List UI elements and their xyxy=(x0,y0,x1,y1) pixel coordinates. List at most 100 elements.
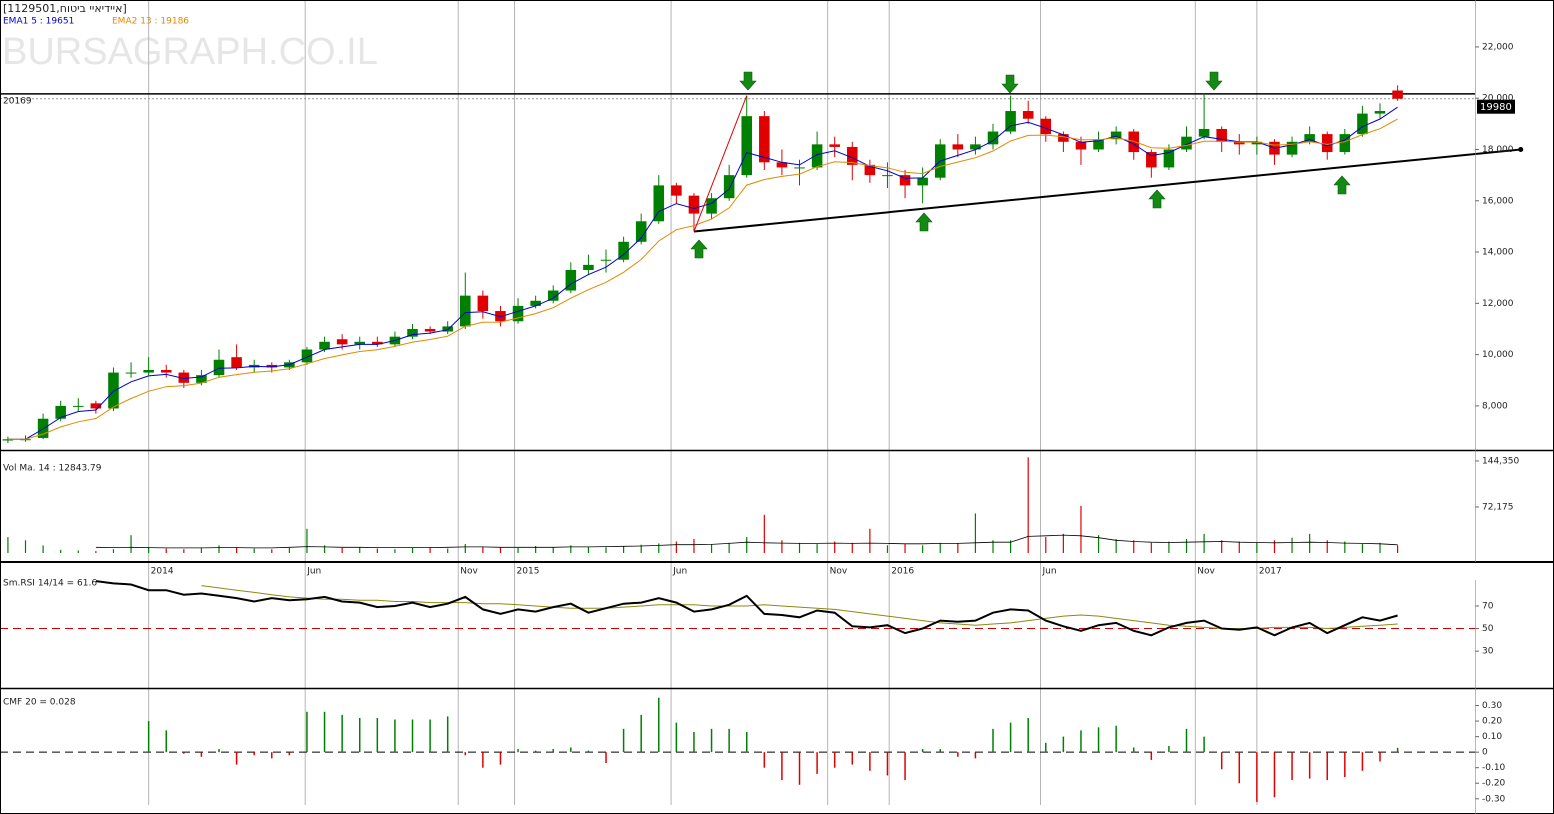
candle-body xyxy=(73,405,84,407)
x-tick-label: Nov xyxy=(460,567,478,577)
x-tick-label: Jun xyxy=(672,567,687,577)
marks xyxy=(0,85,1524,802)
y-tick-label: 0 xyxy=(1482,748,1488,758)
panel-title: CMF 20 = 0.028 xyxy=(3,698,76,708)
y-tick-label: 8,000 xyxy=(1482,401,1508,411)
candle-body xyxy=(1339,134,1351,153)
down-arrow xyxy=(739,71,757,91)
watermark: BURSAGRAPH.CO.IL xyxy=(2,31,378,73)
ema-line xyxy=(7,106,1398,440)
candle-body xyxy=(1392,90,1403,99)
y-tick-label: 144,350 xyxy=(1482,456,1519,466)
candle-body xyxy=(1163,149,1175,168)
trend-end xyxy=(1518,146,1524,152)
candle-body xyxy=(1022,111,1034,119)
candle-body xyxy=(864,164,876,176)
candle-body xyxy=(20,439,31,441)
candle-body xyxy=(1304,134,1315,142)
candle-body xyxy=(653,185,665,222)
y-tick-label: -0.10 xyxy=(1482,763,1506,773)
candle-body xyxy=(1198,128,1210,137)
candle-body xyxy=(530,300,541,306)
candle-body xyxy=(952,144,964,150)
candle-body xyxy=(1181,136,1192,150)
candle-body xyxy=(600,259,612,261)
candle-body xyxy=(794,167,805,169)
candle-body xyxy=(512,305,524,322)
candle-body xyxy=(460,295,471,327)
candle-body xyxy=(1321,134,1333,153)
candle-body xyxy=(847,146,858,165)
y-tick-label: 30 xyxy=(1482,647,1494,657)
x-tick-label: Nov xyxy=(830,567,848,577)
candle-body xyxy=(301,349,313,363)
candle-body xyxy=(882,175,893,177)
candle-body xyxy=(899,175,911,186)
candle-body xyxy=(1374,111,1386,114)
candle-body xyxy=(1110,131,1122,140)
candle-body xyxy=(723,175,735,199)
candle-body xyxy=(547,290,559,301)
x-tick-label: 2015 xyxy=(517,567,540,577)
y-tick-label: -0.30 xyxy=(1482,794,1506,804)
panel-title: Vol Ma. 14 : 12843.79 xyxy=(3,464,102,474)
panel-title: Sm.RSI 14/14 = 61.6 xyxy=(3,579,97,589)
candle-body xyxy=(336,339,348,345)
y-tick-label: 72,175 xyxy=(1482,502,1514,512)
y-tick-label: 10,000 xyxy=(1482,350,1514,360)
x-tick-label: Jun xyxy=(306,567,321,577)
y-tick-label: 22,000 xyxy=(1482,42,1514,52)
candle-body xyxy=(424,328,436,332)
candle-body xyxy=(143,370,154,373)
candle-body xyxy=(1058,134,1069,142)
candle-body xyxy=(1005,111,1016,132)
y-tick-label: 0.30 xyxy=(1482,701,1502,711)
candle-body xyxy=(1216,128,1227,142)
last-price-box xyxy=(1477,99,1515,114)
candle-body xyxy=(583,264,594,270)
trend-line xyxy=(693,95,748,232)
down-arrow xyxy=(1001,74,1019,94)
candle-body xyxy=(1040,118,1052,135)
candle-body xyxy=(495,311,506,322)
candle-body xyxy=(618,241,629,260)
candle-body xyxy=(1075,141,1087,150)
candle-body xyxy=(741,116,753,176)
candle-body xyxy=(2,439,14,441)
up-arrow xyxy=(1148,189,1166,209)
instrument-title: [1129501,איידיאיי ביטוח] xyxy=(3,2,127,15)
rsi-ma-line xyxy=(201,585,1398,630)
candle-body xyxy=(776,162,788,168)
x-tick-label: 2017 xyxy=(1259,567,1282,577)
candle-body xyxy=(354,341,366,345)
candle-body xyxy=(90,403,102,409)
y-tick-label: 50 xyxy=(1482,624,1494,634)
candle-body xyxy=(987,131,999,145)
candle-body xyxy=(811,144,823,168)
y-tick-label: 20,000 xyxy=(1482,94,1514,104)
candle-body xyxy=(1146,152,1157,168)
y-tick-label: 14,000 xyxy=(1482,248,1514,258)
candle-body xyxy=(213,359,225,376)
down-arrow xyxy=(1205,71,1223,91)
x-tick-label: 2016 xyxy=(891,567,914,577)
legend-entry: EMA1 5 : 19651 xyxy=(3,17,74,27)
labels: [1129501,איידיאיי ביטוח] EMA1 5 : 19651 … xyxy=(3,2,1519,804)
candle-body xyxy=(231,357,242,368)
trend-line xyxy=(693,148,1521,233)
x-tick-label: 2014 xyxy=(151,567,174,577)
y-tick-label: 18,000 xyxy=(1482,145,1514,155)
candle-body xyxy=(178,372,190,383)
candle-body xyxy=(829,144,840,147)
candle-body xyxy=(477,295,489,312)
candle-body xyxy=(671,185,682,196)
candle-body xyxy=(1357,113,1368,135)
candle-body xyxy=(635,221,647,242)
candle-body xyxy=(759,116,770,163)
rsi-line xyxy=(95,580,1398,637)
candle-body xyxy=(108,372,119,409)
up-arrow xyxy=(690,239,708,259)
